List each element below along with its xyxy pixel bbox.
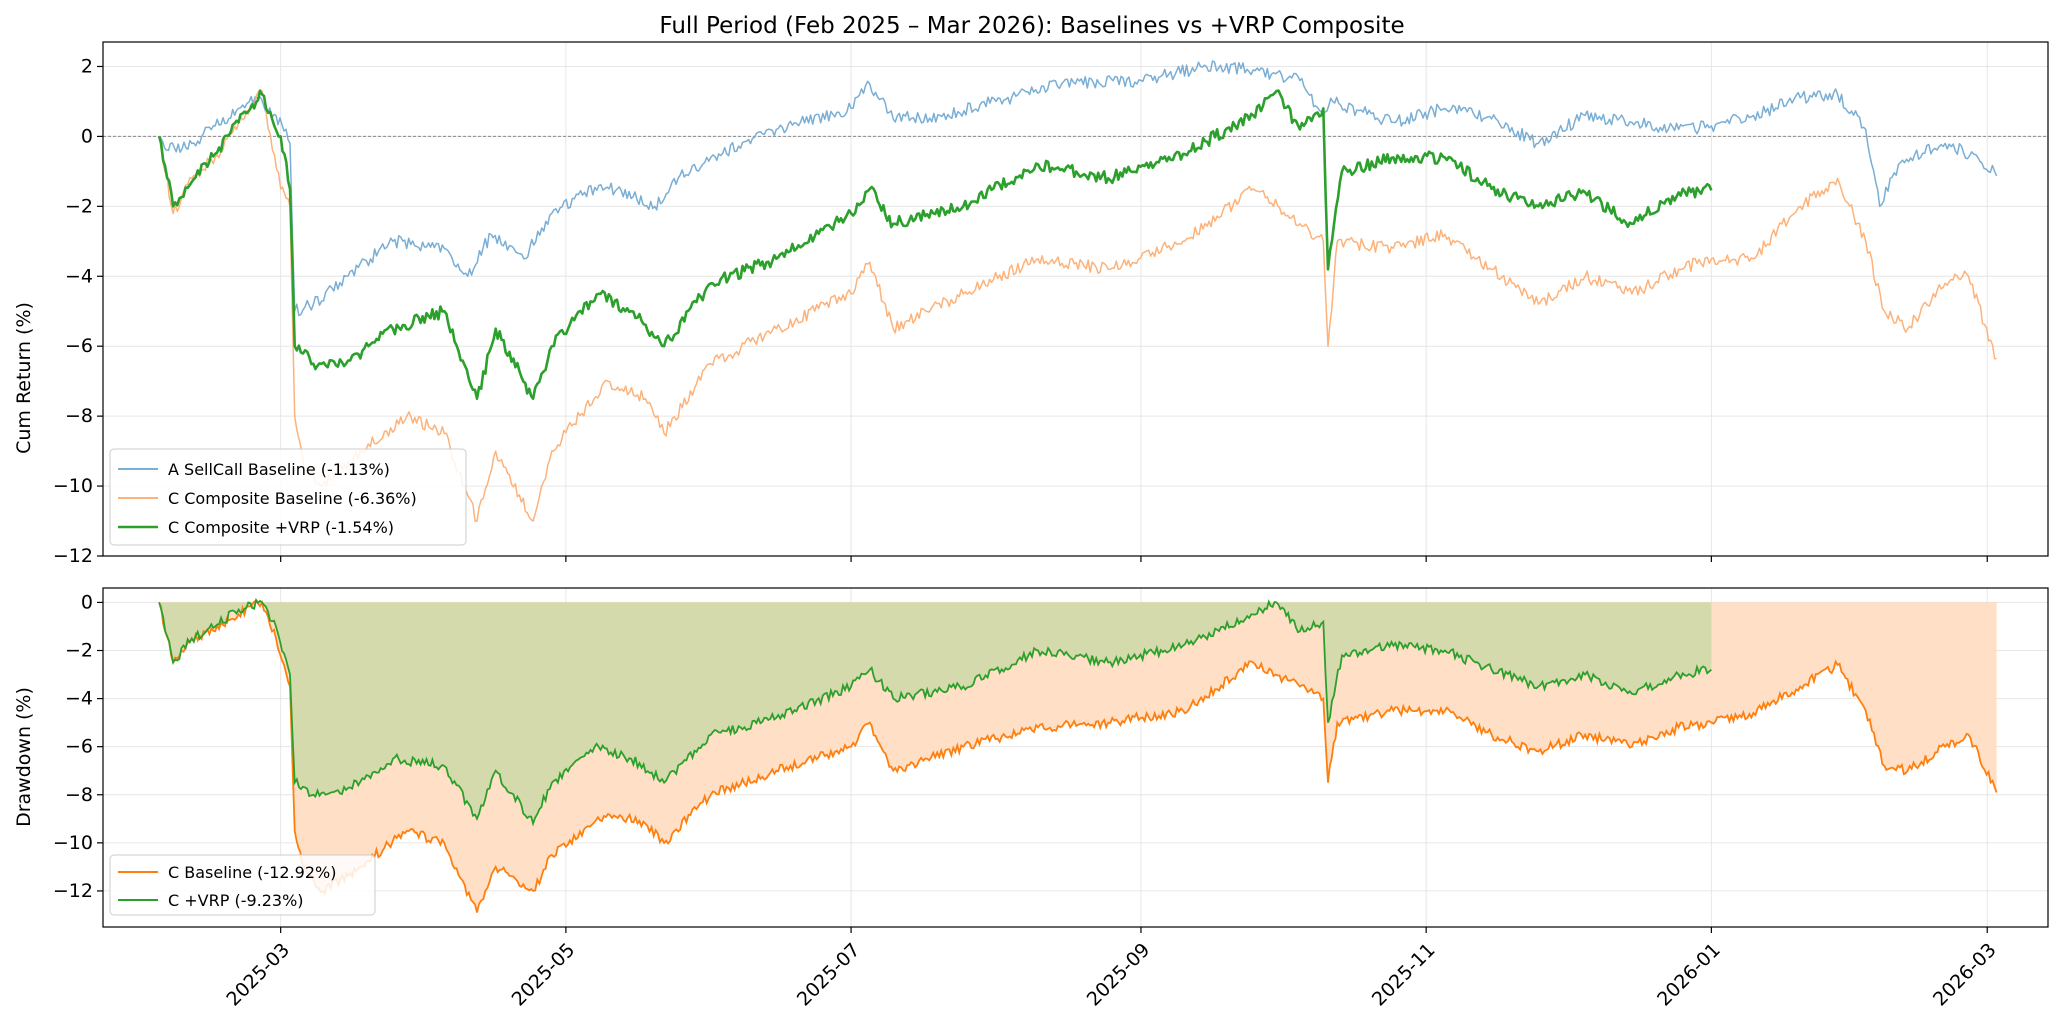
y-tick-label: −8	[65, 784, 93, 806]
y-tick-label: −10	[53, 832, 93, 854]
legend-label-c-baseline: C Baseline (-12.92%)	[168, 863, 336, 882]
y-tick-label: −2	[65, 195, 93, 217]
top-legend: A SellCall Baseline (-1.13%) C Composite…	[109, 448, 467, 546]
bottom-legend: C Baseline (-12.92%) C +VRP (-9.23%)	[109, 854, 376, 916]
legend-label-composite-vrp: C Composite +VRP (-1.54%)	[168, 518, 394, 537]
y-tick-label: 2	[81, 55, 93, 77]
y-tick-label: −2	[65, 640, 93, 662]
y-tick-label: −4	[65, 688, 93, 710]
series-line-sellcall-baseline	[158, 60, 1998, 317]
x-tick-label: 2026-03	[1929, 939, 2001, 1011]
top-panel: 2 0 −2 −4 −6 −8 −10 −12	[53, 41, 2049, 567]
x-tick-label: 2026-01	[1653, 939, 1725, 1011]
y-tick-label: −12	[53, 880, 93, 902]
x-tick-label: 2025-07	[793, 939, 865, 1011]
y-tick-label: −4	[65, 265, 93, 287]
y-tick-label: −6	[65, 335, 93, 357]
top-y-axis-label: Cum Return (%)	[13, 302, 35, 454]
y-tick-label: 0	[81, 591, 93, 613]
bottom-y-axis-label: Drawdown (%)	[13, 687, 35, 827]
series-line-composite-vrp	[157, 89, 1713, 400]
top-legend-box	[109, 448, 467, 546]
x-tick-label: 2025-05	[508, 939, 580, 1011]
top-plot-frame	[102, 41, 2049, 557]
drawdown-line-c-baseline	[158, 599, 1998, 913]
bottom-legend-box	[109, 854, 376, 916]
legend-label-composite-baseline: C Composite Baseline (-6.36%)	[168, 489, 417, 508]
x-tick-label: 2025-11	[1368, 939, 1440, 1011]
drawdown-line-c-vrp	[158, 597, 1712, 827]
drawdown-fill-c-vrp	[159, 600, 1712, 824]
y-tick-label: −8	[65, 405, 93, 427]
chart-title: Full Period (Feb 2025 – Mar 2026): Basel…	[659, 13, 1404, 39]
x-tick-labels: 2025-03 2025-05 2025-07 2025-09 2025-11 2026-…	[222, 939, 2000, 1011]
x-tick-label: 2025-09	[1083, 939, 1155, 1011]
y-tick-label: −12	[53, 545, 93, 567]
y-tick-label: −10	[53, 475, 93, 497]
y-tick-label: 0	[81, 125, 93, 147]
legend-label-sellcall: A SellCall Baseline (-1.13%)	[168, 460, 390, 479]
bottom-plot-frame	[102, 587, 2049, 928]
bottom-panel: 0 −2 −4 −6 −8 −10 −12	[53, 587, 2049, 933]
y-tick-label: −6	[65, 736, 93, 758]
x-tick-label: 2025-03	[222, 939, 294, 1011]
legend-label-c-vrp: C +VRP (-9.23%)	[168, 891, 304, 910]
